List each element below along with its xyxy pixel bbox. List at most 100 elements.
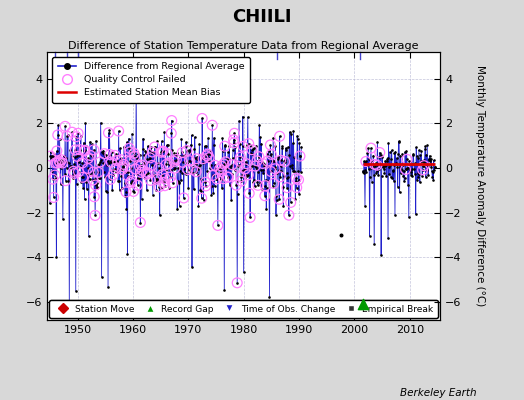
Point	[61, 178, 70, 184]
Point	[91, 212, 100, 219]
Point	[209, 172, 217, 179]
Point	[417, 148, 425, 154]
Point	[228, 162, 236, 168]
Point	[387, 156, 396, 162]
Point	[47, 148, 55, 155]
Point	[146, 155, 154, 161]
Point	[237, 178, 246, 184]
Point	[195, 141, 203, 147]
Point	[376, 159, 385, 166]
Point	[119, 162, 127, 169]
Point	[284, 144, 292, 150]
Point	[423, 163, 432, 169]
Point	[223, 174, 232, 180]
Point	[253, 158, 261, 164]
Point	[174, 165, 182, 172]
Point	[125, 145, 134, 152]
Point	[147, 150, 155, 156]
Point	[195, 163, 203, 170]
Point	[237, 174, 245, 180]
Point	[276, 133, 284, 140]
Point	[129, 183, 137, 190]
Point	[48, 152, 56, 159]
Point	[379, 162, 388, 168]
Point	[174, 178, 183, 185]
Point	[235, 158, 244, 164]
Point	[55, 158, 63, 164]
Point	[220, 161, 228, 167]
Point	[204, 135, 212, 142]
Point	[165, 158, 173, 164]
Point	[361, 203, 369, 210]
Point	[91, 212, 100, 219]
Point	[86, 152, 95, 159]
Point	[288, 162, 296, 168]
Point	[370, 161, 379, 168]
Point	[145, 147, 154, 154]
Point	[126, 149, 134, 155]
Point	[150, 144, 159, 150]
Point	[394, 184, 402, 190]
Point	[146, 177, 155, 184]
Point	[224, 174, 233, 180]
Point	[150, 172, 158, 178]
Point	[97, 274, 106, 280]
Point	[388, 168, 397, 174]
Point	[122, 169, 130, 175]
Point	[162, 161, 170, 168]
Point	[277, 168, 286, 174]
Point	[61, 178, 70, 184]
Point	[89, 169, 97, 175]
Point	[197, 188, 205, 194]
Point	[390, 162, 398, 168]
Point	[247, 150, 255, 156]
Point	[129, 188, 138, 195]
Point	[380, 166, 388, 172]
Point	[400, 178, 408, 184]
Point	[133, 171, 141, 178]
Point	[294, 177, 303, 183]
Point	[206, 161, 215, 168]
Point	[226, 162, 235, 169]
Point	[212, 168, 220, 174]
Point	[391, 212, 399, 218]
Point	[198, 115, 206, 122]
Point	[280, 173, 288, 180]
Point	[108, 167, 117, 173]
Point	[64, 178, 72, 185]
Point	[293, 136, 302, 142]
Point	[359, 170, 368, 176]
Point	[407, 172, 416, 178]
Point	[180, 195, 188, 201]
Point	[368, 164, 377, 170]
Point	[430, 164, 439, 170]
Point	[155, 165, 163, 171]
Point	[202, 183, 210, 189]
Point	[69, 168, 78, 174]
Point	[99, 150, 107, 156]
Point	[244, 172, 253, 178]
Legend: Station Move, Record Gap, Time of Obs. Change, Empirical Break: Station Move, Record Gap, Time of Obs. C…	[49, 300, 438, 318]
Point	[66, 163, 74, 169]
Point	[79, 184, 88, 191]
Point	[202, 143, 211, 149]
Point	[179, 159, 187, 166]
Point	[251, 163, 259, 169]
Point	[111, 152, 119, 158]
Point	[237, 172, 246, 178]
Point	[290, 154, 299, 160]
Point	[252, 142, 260, 149]
Point	[283, 184, 291, 191]
Point	[422, 174, 430, 180]
Point	[249, 179, 257, 185]
Point	[399, 162, 407, 168]
Point	[95, 161, 103, 167]
Point	[52, 148, 61, 154]
Point	[83, 165, 92, 172]
Point	[100, 150, 108, 157]
Point	[73, 157, 82, 163]
Point	[419, 166, 427, 173]
Point	[56, 136, 64, 143]
Point	[403, 182, 412, 188]
Point	[102, 188, 110, 194]
